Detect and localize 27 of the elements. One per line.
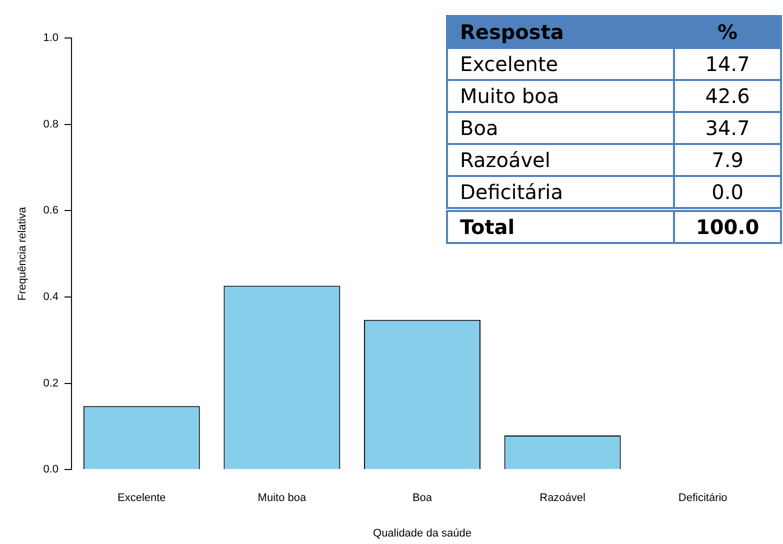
text: 100.0 [696,215,760,239]
text: 34.7 [705,116,750,140]
x-axis-title: Qualidade da saúde [373,527,472,540]
annotation: Resposta [447,16,674,48]
y-tick-label: 0.2 [43,377,58,390]
category-label: Muito boa [447,80,674,112]
category-label: Deficitária [447,176,674,210]
category-label: Boa [447,112,674,144]
category-label: Razoável [447,144,674,176]
text: 7.9 [712,148,744,172]
x-tick-label: Razoável [540,492,586,504]
y-tick-label: 0.6 [43,204,58,217]
y-tick-label: 1.0 [43,32,58,44]
y-tick-label: 0.8 [43,118,58,130]
x-tick-label: Muito boa [258,492,307,504]
text: 0.0 [712,180,744,204]
text: 14.7 [705,52,750,76]
category-label: Excelente [447,48,674,80]
y-tick-label: 0.4 [43,290,58,303]
y-axis-title: Frequência relativa [16,206,29,301]
text: 42.6 [705,84,750,108]
annotation: % [674,16,781,48]
x-tick-label: Deficitário [678,492,728,504]
x-tick-label: Boa [412,492,433,504]
y-tick-label: 0.0 [43,464,58,476]
x-tick-label: Excelente [117,492,166,504]
category-label: Total [447,210,674,243]
